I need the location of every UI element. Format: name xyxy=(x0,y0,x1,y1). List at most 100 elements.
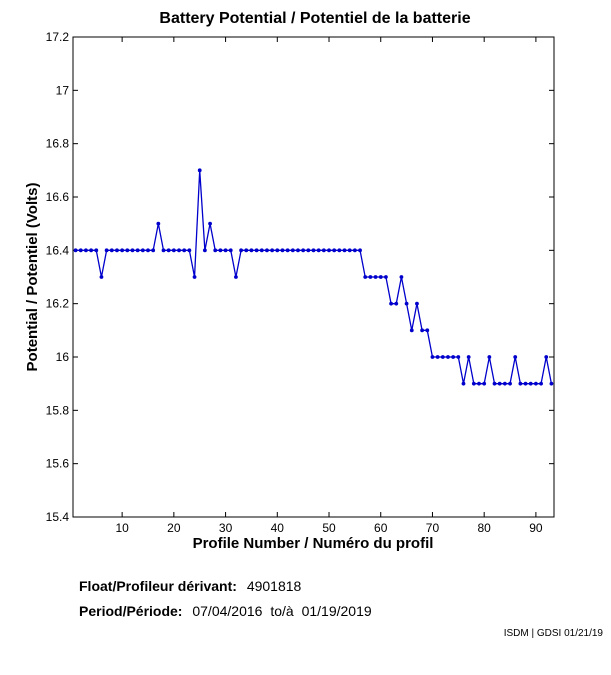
data-point xyxy=(363,275,368,279)
y-tick-label: 15.6 xyxy=(46,457,70,471)
data-point xyxy=(125,248,130,253)
y-tick-label: 15.4 xyxy=(46,510,70,524)
data-point xyxy=(244,248,249,253)
data-point xyxy=(523,381,528,386)
data-point xyxy=(311,248,316,253)
data-point xyxy=(461,381,466,386)
data-point xyxy=(182,248,187,253)
data-point xyxy=(296,248,300,253)
data-points xyxy=(73,168,554,386)
data-point xyxy=(99,275,104,279)
period-separator: to/à xyxy=(270,603,294,619)
x-tick-label: 20 xyxy=(167,521,181,535)
y-tick-label: 16.8 xyxy=(46,137,70,151)
data-point xyxy=(161,248,166,253)
period-label: Period/Période: xyxy=(79,603,183,619)
data-point xyxy=(373,275,378,279)
x-tick-label: 50 xyxy=(322,521,336,535)
x-tick-label: 40 xyxy=(271,521,285,535)
y-tick-label: 16.4 xyxy=(46,243,70,257)
data-point xyxy=(404,301,409,306)
data-point xyxy=(482,381,487,386)
credit-stamp: ISDM | GDSI 01/21/19 xyxy=(503,628,603,639)
data-point xyxy=(306,248,311,253)
data-point xyxy=(352,248,357,253)
data-point xyxy=(177,248,181,253)
x-tick-label: 90 xyxy=(529,521,543,535)
data-point xyxy=(104,248,109,253)
data-point xyxy=(518,381,523,386)
x-tick-label: 30 xyxy=(219,521,233,535)
data-point xyxy=(285,248,290,253)
data-point xyxy=(197,168,202,173)
y-axis-label: Potential / Potentiel (Volts) xyxy=(24,183,41,372)
data-point xyxy=(228,248,233,253)
data-point xyxy=(192,275,197,279)
data-point xyxy=(430,355,435,359)
data-point xyxy=(384,275,388,279)
data-point xyxy=(130,248,135,253)
data-point xyxy=(109,248,114,253)
data-point xyxy=(389,301,393,306)
data-point xyxy=(415,301,419,306)
data-point xyxy=(135,248,140,253)
data-point xyxy=(332,248,337,253)
data-point xyxy=(187,248,192,253)
data-point xyxy=(528,381,533,386)
data-point xyxy=(120,248,125,253)
data-point xyxy=(140,248,145,253)
float-info: Float/Profileur dérivant: 4901818 xyxy=(79,578,301,594)
y-tick-label: 17.2 xyxy=(46,30,70,44)
data-point xyxy=(208,221,212,226)
data-point xyxy=(84,248,88,253)
data-point xyxy=(492,381,497,386)
data-point xyxy=(394,301,399,306)
data-point xyxy=(337,248,342,253)
data-point xyxy=(254,248,259,253)
data-point xyxy=(327,248,331,253)
data-point xyxy=(166,248,171,253)
float-label: Float/Profileur dérivant: xyxy=(79,578,237,594)
data-point xyxy=(477,381,481,386)
data-point xyxy=(270,248,275,253)
chart-title: Battery Potential / Potentiel de la batt… xyxy=(159,10,470,27)
data-point xyxy=(223,248,228,253)
x-axis-label: Profile Number / Numéro du profil xyxy=(193,535,434,552)
data-point xyxy=(213,248,218,253)
series-line xyxy=(75,170,553,385)
data-point xyxy=(502,381,507,386)
data-point xyxy=(78,248,83,253)
data-point xyxy=(368,275,373,279)
data-point xyxy=(156,221,161,226)
data-point xyxy=(497,381,502,386)
data-point xyxy=(409,328,414,333)
data-point xyxy=(202,248,207,253)
data-point xyxy=(73,248,78,253)
data-point xyxy=(347,248,352,253)
data-point xyxy=(239,248,243,253)
data-point xyxy=(146,248,150,253)
data-point xyxy=(218,248,223,253)
data-point xyxy=(451,355,456,359)
data-point xyxy=(420,328,425,333)
y-tick-label: 16.6 xyxy=(46,190,70,204)
period-end: 01/19/2019 xyxy=(301,603,372,619)
data-point xyxy=(115,248,119,253)
data-point xyxy=(342,248,347,253)
x-tick-label: 10 xyxy=(115,521,129,535)
data-point xyxy=(487,355,492,359)
data-point xyxy=(321,248,326,253)
float-value: 4901818 xyxy=(246,578,302,594)
data-point xyxy=(425,328,430,333)
data-point xyxy=(316,248,321,253)
data-point xyxy=(446,355,450,359)
period-start: 07/04/2016 xyxy=(192,603,263,619)
y-axis: 15.4 15.6 15.8 16 16.2 16.4 16.6 16.8 17 17.2 xyxy=(46,30,554,524)
data-point xyxy=(171,248,176,253)
data-point xyxy=(513,355,518,359)
y-tick-label: 17 xyxy=(56,83,70,97)
data-point xyxy=(234,275,238,279)
data-point xyxy=(440,355,445,359)
data-point xyxy=(544,355,549,359)
